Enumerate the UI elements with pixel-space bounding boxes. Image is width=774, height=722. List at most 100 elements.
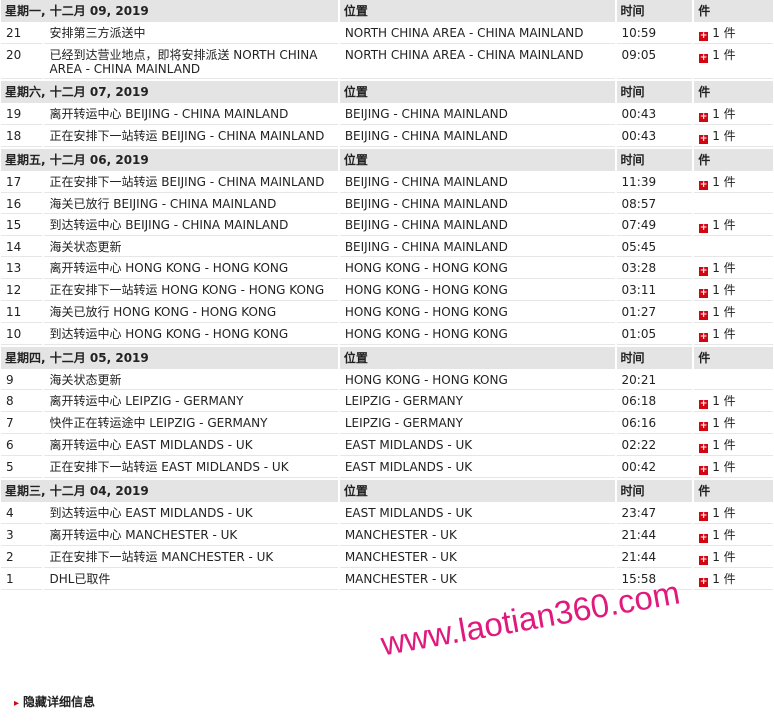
pieces-label: 1 件	[712, 438, 736, 452]
event-pieces[interactable]	[694, 371, 773, 390]
event-pieces[interactable]: +1 件	[694, 105, 773, 125]
pieces-label: 1 件	[712, 283, 736, 297]
event-pieces[interactable]: +1 件	[694, 216, 773, 236]
expand-plus-icon[interactable]: +	[699, 332, 709, 342]
event-time: 21:44	[616, 548, 693, 568]
hide-details-link[interactable]: ▸ 隐藏详细信息	[14, 693, 95, 710]
event-description: 正在安排下一站转运 BEIJING - CHINA MAINLAND	[44, 173, 338, 193]
pieces-label: 1 件	[712, 175, 736, 189]
event-pieces[interactable]: +1 件	[694, 281, 773, 301]
event-number: 12	[1, 281, 43, 301]
date-header-row: 星期一, 十二月 09, 2019 位置 时间件	[1, 0, 773, 22]
event-row: 16 海关已放行 BEIJING - CHINA MAINLAND BEIJING …	[1, 195, 773, 214]
expand-plus-icon[interactable]: +	[699, 223, 709, 233]
event-pieces[interactable]: +1 件	[694, 46, 773, 79]
event-description: 正在安排下一站转运 EAST MIDLANDS - UK	[44, 458, 338, 478]
event-location: BEIJING - CHINA MAINLAND	[339, 127, 615, 147]
event-pieces[interactable]: +1 件	[694, 392, 773, 412]
event-row: 13 离开转运中心 HONG KONG - HONG KONG HONG KONG …	[1, 259, 773, 279]
expand-plus-icon[interactable]: +	[699, 266, 709, 276]
expand-plus-icon[interactable]: +	[699, 421, 709, 431]
event-time: 20:21	[616, 371, 693, 390]
event-number: 20	[1, 46, 43, 79]
event-description: 海关已放行 HONG KONG - HONG KONG	[44, 303, 338, 323]
date-header-row: 星期三, 十二月 04, 2019 位置 时间件	[1, 480, 773, 502]
pieces-label: 1 件	[712, 327, 736, 341]
expand-plus-icon[interactable]: +	[699, 53, 709, 63]
event-time: 01:27	[616, 303, 693, 323]
expand-plus-icon[interactable]: +	[699, 443, 709, 453]
expand-plus-icon[interactable]: +	[699, 533, 709, 543]
event-location: HONG KONG - HONG KONG	[339, 259, 615, 279]
event-pieces[interactable]: +1 件	[694, 436, 773, 456]
event-time: 01:05	[616, 325, 693, 345]
event-pieces[interactable]: +1 件	[694, 458, 773, 478]
expand-plus-icon[interactable]: +	[699, 399, 709, 409]
event-time: 21:44	[616, 526, 693, 546]
event-description: 到达转运中心 HONG KONG - HONG KONG	[44, 325, 338, 345]
event-description: 离开转运中心 MANCHESTER - UK	[44, 526, 338, 546]
event-location: BEIJING - CHINA MAINLAND	[339, 195, 615, 214]
date-header-row: 星期六, 十二月 07, 2019 位置 时间件	[1, 81, 773, 103]
chevron-right-icon: ▸	[14, 698, 20, 709]
event-description: 海关状态更新	[44, 238, 338, 257]
expand-plus-icon[interactable]: +	[699, 511, 709, 521]
pieces-label: 1 件	[712, 460, 736, 474]
event-pieces[interactable]: +1 件	[694, 259, 773, 279]
event-number: 3	[1, 526, 43, 546]
event-pieces[interactable]	[694, 195, 773, 214]
event-time: 00:43	[616, 127, 693, 147]
event-number: 8	[1, 392, 43, 412]
expand-plus-icon[interactable]: +	[699, 31, 709, 41]
event-number: 9	[1, 371, 43, 390]
event-description: 离开转运中心 EAST MIDLANDS - UK	[44, 436, 338, 456]
event-pieces[interactable]: +1 件	[694, 526, 773, 546]
pieces-label: 1 件	[712, 416, 736, 430]
expand-plus-icon[interactable]: +	[699, 465, 709, 475]
event-description: 离开转运中心 BEIJING - CHINA MAINLAND	[44, 105, 338, 125]
expand-plus-icon[interactable]: +	[699, 577, 709, 587]
event-pieces[interactable]: +1 件	[694, 414, 773, 434]
event-location: NORTH CHINA AREA - CHINA MAINLAND	[339, 46, 615, 79]
event-description: 到达转运中心 EAST MIDLANDS - UK	[44, 504, 338, 524]
event-time: 02:22	[616, 436, 693, 456]
event-pieces[interactable]	[694, 238, 773, 257]
event-pieces[interactable]: +1 件	[694, 548, 773, 568]
expand-plus-icon[interactable]: +	[699, 555, 709, 565]
event-row: 17 正在安排下一站转运 BEIJING - CHINA MAINLAND BEIJ…	[1, 173, 773, 193]
pieces-label: 1 件	[712, 48, 736, 62]
expand-plus-icon[interactable]: +	[699, 288, 709, 298]
event-pieces[interactable]: +1 件	[694, 325, 773, 345]
expand-plus-icon[interactable]: +	[699, 180, 709, 190]
event-description: DHL已取件	[44, 570, 338, 590]
pieces-label: 1 件	[712, 506, 736, 520]
date-header: 星期六, 十二月 07, 2019	[1, 81, 338, 103]
event-time: 00:42	[616, 458, 693, 478]
pieces-label: 1 件	[712, 305, 736, 319]
event-time: 03:11	[616, 281, 693, 301]
event-description: 海关已放行 BEIJING - CHINA MAINLAND	[44, 195, 338, 214]
event-location: BEIJING - CHINA MAINLAND	[339, 173, 615, 193]
event-row: 5 正在安排下一站转运 EAST MIDLANDS - UK EAST MIDLAN…	[1, 458, 773, 478]
time-column-header: 时间	[616, 0, 693, 22]
expand-plus-icon[interactable]: +	[699, 134, 709, 144]
event-location: LEIPZIG - GERMANY	[339, 414, 615, 434]
event-pieces[interactable]: +1 件	[694, 127, 773, 147]
pieces-label: 1 件	[712, 261, 736, 275]
event-row: 12 正在安排下一站转运 HONG KONG - HONG KONG HONG KO…	[1, 281, 773, 301]
event-pieces[interactable]: +1 件	[694, 570, 773, 590]
event-number: 15	[1, 216, 43, 236]
event-pieces[interactable]: +1 件	[694, 24, 773, 44]
pieces-label: 1 件	[712, 26, 736, 40]
event-time: 06:18	[616, 392, 693, 412]
event-number: 1	[1, 570, 43, 590]
event-pieces[interactable]: +1 件	[694, 173, 773, 193]
event-number: 6	[1, 436, 43, 456]
event-number: 14	[1, 238, 43, 257]
event-pieces[interactable]: +1 件	[694, 303, 773, 323]
event-location: EAST MIDLANDS - UK	[339, 504, 615, 524]
expand-plus-icon[interactable]: +	[699, 310, 709, 320]
event-time: 03:28	[616, 259, 693, 279]
event-pieces[interactable]: +1 件	[694, 504, 773, 524]
expand-plus-icon[interactable]: +	[699, 112, 709, 122]
